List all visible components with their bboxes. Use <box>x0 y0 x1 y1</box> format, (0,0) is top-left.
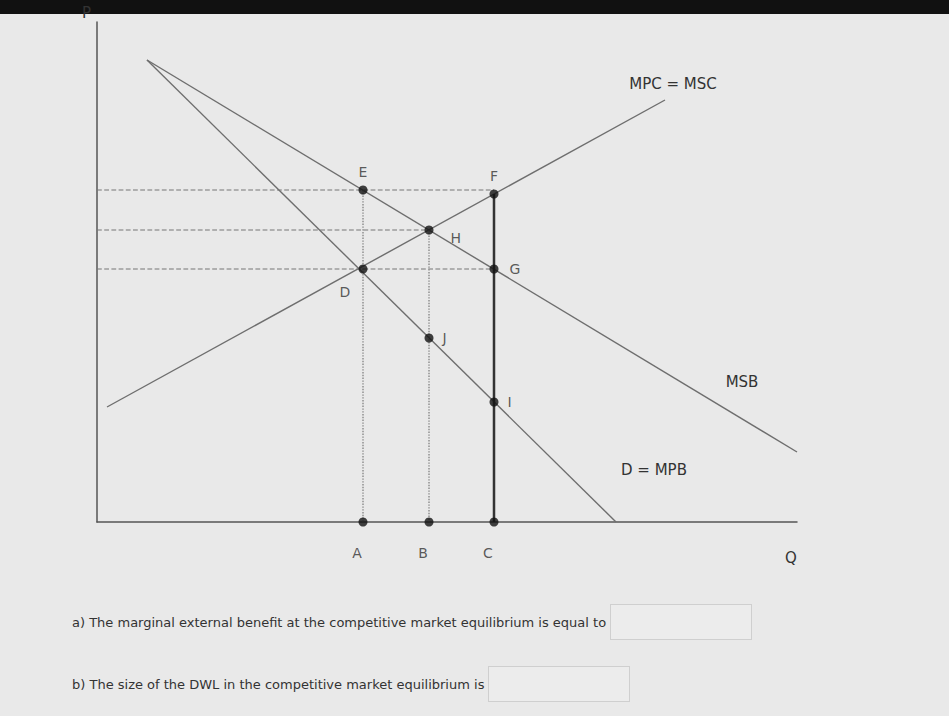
html-text:a) The marginal external benef: a) The marginal external benefit at the … <box>72 614 607 630</box>
svg-text:I: I <box>508 394 512 410</box>
svg-text:MPC = MSC: MPC = MSC <box>629 75 717 93</box>
html-text:b) The size of the DWL in the: b) The size of the DWL in the competitiv… <box>72 676 485 692</box>
svg-text:F: F <box>490 168 498 184</box>
svg-text:D: D <box>340 284 351 300</box>
svg-text:G: G <box>510 261 521 277</box>
svg-text:H: H <box>451 230 462 246</box>
svg-text:MSB: MSB <box>726 373 759 391</box>
svg-text:J: J <box>442 330 447 346</box>
svg-text:E: E <box>359 164 368 180</box>
svg-text:A: A <box>352 545 362 561</box>
svg-text:C: C <box>483 545 493 561</box>
svg-text:B: B <box>418 545 428 561</box>
svg-text:Q: Q <box>785 549 797 567</box>
svg-text:P: P <box>82 4 91 22</box>
svg-text:D = MPB: D = MPB <box>621 461 687 479</box>
